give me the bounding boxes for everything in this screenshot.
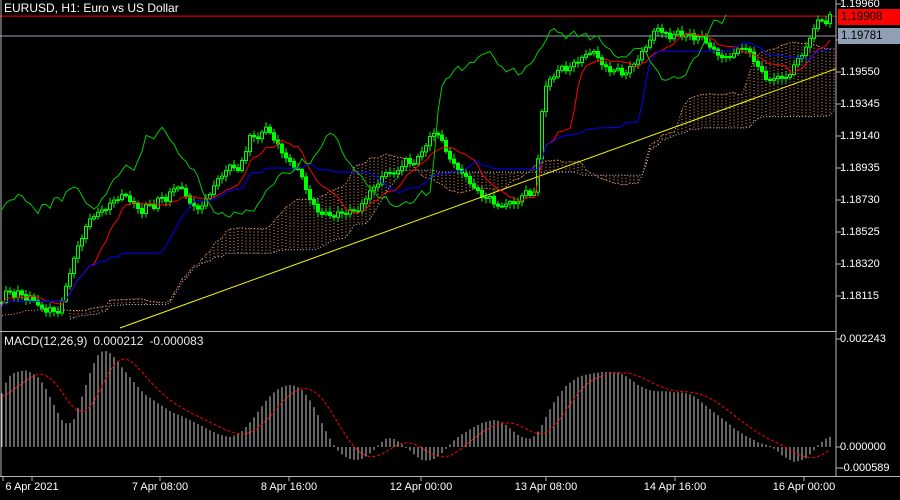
macd-main-value: 0.000212 xyxy=(93,334,144,348)
price-axis-label: 1.18935 xyxy=(840,162,880,174)
price-axis-label: 1.18320 xyxy=(840,258,880,270)
macd-signal-value: -0.000083 xyxy=(149,334,204,348)
ask-price-badge: 1.19908 xyxy=(838,9,900,25)
time-axis-label: 14 Apr 16:00 xyxy=(643,481,707,493)
bid-price-badge: 1.19781 xyxy=(838,28,900,44)
time-axis-label: 7 Apr 08:00 xyxy=(131,481,189,493)
macd-axis-label: 0.000000 xyxy=(840,441,886,453)
price-axis-label: 1.18115 xyxy=(840,290,879,302)
chart-title: EURUSD, H1: Euro vs US Dollar xyxy=(4,1,179,15)
price-axis-label: 1.18730 xyxy=(840,194,880,206)
price-axis-label: 1.19140 xyxy=(840,130,880,142)
price-axis-label: 1.19345 xyxy=(840,98,880,110)
time-axis-label: 8 Apr 16:00 xyxy=(260,481,318,493)
time-axis-label: 13 Apr 08:00 xyxy=(514,481,578,493)
time-axis-label: 6 Apr 2021 xyxy=(5,481,59,493)
macd-indicator-name: MACD(12,26,9) xyxy=(4,334,88,348)
macd-axis-label: 0.002243 xyxy=(840,333,886,345)
macd-axis-label: -0.000589 xyxy=(840,462,890,474)
price-axis-label: 1.18525 xyxy=(840,226,880,238)
macd-indicator-label: MACD(12,26,9) 0.000212 -0.000083 xyxy=(4,334,209,348)
price-axis-label: 1.19550 xyxy=(840,66,880,78)
price-axis-label: 1.19960 xyxy=(840,0,880,10)
time-axis-label: 12 Apr 00:00 xyxy=(389,481,453,493)
time-axis-label: 16 Apr 00:00 xyxy=(772,481,836,493)
